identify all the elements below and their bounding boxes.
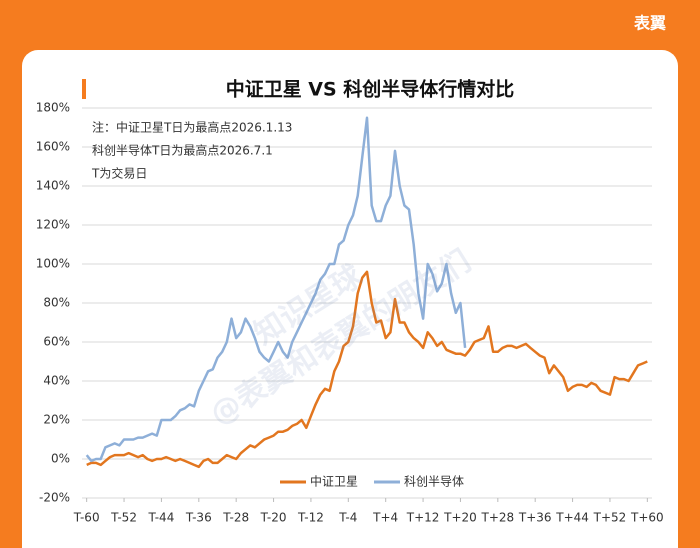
x-tick-label: T-36 bbox=[185, 511, 212, 525]
x-tick-label: T+20 bbox=[443, 511, 477, 525]
series-line bbox=[86, 270, 648, 469]
y-tick-label: 20% bbox=[43, 413, 70, 427]
x-tick-label: T-52 bbox=[110, 511, 137, 525]
x-tick-label: T-60 bbox=[73, 511, 100, 525]
x-tick-label: T+36 bbox=[518, 511, 552, 525]
x-tick-label: T+44 bbox=[555, 511, 589, 525]
y-tick-label: 100% bbox=[36, 257, 70, 271]
legend-label: 科创半导体 bbox=[404, 475, 464, 489]
y-tick-label: 80% bbox=[43, 296, 70, 310]
y-tick-label: 120% bbox=[36, 218, 70, 232]
x-tick-label: T+28 bbox=[480, 511, 514, 525]
chart-title: 中证卫星 VS 科创半导体行情对比 bbox=[226, 78, 515, 101]
title-accent bbox=[82, 79, 86, 99]
legend-label: 中证卫星 bbox=[310, 474, 358, 489]
annotation: T为交易日 bbox=[91, 166, 147, 181]
y-tick-label: 40% bbox=[43, 374, 70, 388]
brand: 表翼 bbox=[633, 14, 666, 33]
y-tick-label: 160% bbox=[36, 140, 70, 154]
y-tick-label: 60% bbox=[43, 335, 70, 349]
x-tick-label: T+4 bbox=[372, 511, 398, 525]
x-tick-label: T-20 bbox=[260, 511, 287, 525]
x-tick-label: T+60 bbox=[630, 511, 664, 525]
y-tick-label: 180% bbox=[36, 101, 70, 115]
y-tick-label: 140% bbox=[36, 179, 70, 193]
x-tick-label: T-12 bbox=[297, 511, 324, 525]
x-tick-label: T+52 bbox=[593, 511, 627, 525]
x-tick-label: T-28 bbox=[222, 511, 249, 525]
y-tick-label: 0% bbox=[51, 452, 70, 466]
series-line bbox=[85, 116, 467, 463]
annotation: 科创半导体T日为最高点2026.7.1 bbox=[92, 143, 273, 158]
card bbox=[22, 50, 678, 548]
x-tick-label: T-4 bbox=[338, 511, 357, 525]
annotation: 注：中证卫星T日为最高点2026.1.13 bbox=[92, 120, 292, 135]
x-tick-label: T+12 bbox=[406, 511, 440, 525]
x-tick-label: T-44 bbox=[148, 511, 175, 525]
y-tick-label: -20% bbox=[39, 491, 70, 505]
